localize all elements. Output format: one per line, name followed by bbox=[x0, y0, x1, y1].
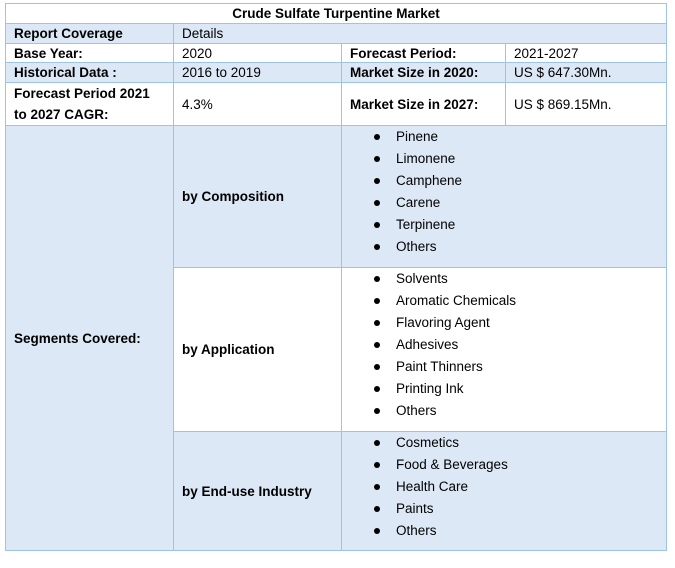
list-item: Cosmetics bbox=[370, 432, 658, 454]
bullet-icon bbox=[374, 244, 380, 250]
bullet-icon bbox=[374, 342, 380, 348]
list-item-text: Health Care bbox=[396, 479, 469, 494]
list-item-text: Paint Thinners bbox=[396, 359, 483, 374]
market-size-2027-value: US $ 869.15Mn. bbox=[504, 82, 668, 126]
list-item: Printing Ink bbox=[370, 378, 658, 400]
list-item: Paints bbox=[370, 498, 658, 520]
bullet-icon bbox=[374, 408, 380, 414]
list-item-text: Printing Ink bbox=[396, 381, 464, 396]
cagr-label-line1: Forecast Period 2021 bbox=[14, 86, 150, 101]
coverage-value: Details bbox=[172, 23, 668, 44]
list-item-text: Food & Beverages bbox=[396, 457, 508, 472]
list-item-text: Others bbox=[396, 403, 437, 418]
list-item-text: Cosmetics bbox=[396, 435, 460, 450]
cagr-value: 4.3% bbox=[173, 82, 342, 126]
bullet-icon bbox=[374, 440, 380, 446]
base-year-row: Base Year: 2020 Forecast Period: 2021-20… bbox=[5, 43, 668, 63]
list-item-text: Pinene bbox=[396, 129, 439, 144]
list-item-text: Adhesives bbox=[396, 337, 459, 352]
market-report-table-container: Crude Sulfate Turpentine Market Report C… bbox=[4, 3, 668, 551]
market-report-table: Crude Sulfate Turpentine Market Report C… bbox=[4, 3, 668, 551]
forecast-period-label: Forecast Period: bbox=[341, 43, 506, 63]
segments-label: Segments Covered: bbox=[5, 125, 174, 551]
market-size-2027-label: Market Size in 2027: bbox=[341, 82, 506, 126]
segment-items-list: Pinene Limonene Camphene Carene Terpinen… bbox=[370, 126, 658, 258]
list-item: Others bbox=[370, 236, 658, 258]
coverage-label: Report Coverage bbox=[5, 23, 174, 44]
list-item: Camphene bbox=[370, 170, 658, 192]
list-item: Carene bbox=[370, 192, 658, 214]
bullet-icon bbox=[374, 364, 380, 370]
market-size-2020-label: Market Size in 2020: bbox=[341, 62, 506, 83]
title-row: Crude Sulfate Turpentine Market bbox=[4, 3, 668, 24]
list-item-text: Solvents bbox=[396, 271, 448, 286]
list-item-text: Camphene bbox=[396, 173, 463, 188]
historical-value: 2016 to 2019 bbox=[173, 62, 342, 83]
bullet-icon bbox=[374, 134, 380, 140]
list-item: Terpinene bbox=[370, 214, 658, 236]
list-item: Solvents bbox=[370, 268, 658, 290]
bullet-icon bbox=[374, 386, 380, 392]
segment-group-name: by End-use Industry bbox=[173, 431, 342, 551]
bullet-icon bbox=[374, 276, 380, 282]
base-year-label: Base Year: bbox=[5, 43, 174, 63]
cagr-label-line2: to 2027 CAGR: bbox=[14, 107, 109, 122]
segment-group-name: by Application bbox=[173, 267, 342, 432]
bullet-icon bbox=[374, 484, 380, 490]
list-item: Food & Beverages bbox=[370, 454, 658, 476]
historical-row: Historical Data : 2016 to 2019 Market Si… bbox=[5, 62, 668, 83]
bullet-icon bbox=[374, 156, 380, 162]
bullet-icon bbox=[374, 462, 380, 468]
bullet-icon bbox=[374, 222, 380, 228]
list-item-text: Limonene bbox=[396, 151, 456, 166]
bullet-icon bbox=[374, 320, 380, 326]
list-item: Limonene bbox=[370, 148, 658, 170]
table-title: Crude Sulfate Turpentine Market bbox=[4, 3, 668, 24]
list-item-text: Paints bbox=[396, 501, 434, 516]
bullet-icon bbox=[374, 528, 380, 534]
list-item: Adhesives bbox=[370, 334, 658, 356]
list-item-text: Others bbox=[396, 239, 437, 254]
list-item: Health Care bbox=[370, 476, 658, 498]
bullet-icon bbox=[374, 200, 380, 206]
list-item-text: Terpinene bbox=[396, 217, 456, 232]
list-item: Paint Thinners bbox=[370, 356, 658, 378]
list-item-text: Carene bbox=[396, 195, 441, 210]
forecast-period-value: 2021-2027 bbox=[504, 43, 668, 63]
bullet-icon bbox=[374, 506, 380, 512]
segment-group-name: by Composition bbox=[173, 125, 342, 268]
segment-items-cell: Cosmetics Food & Beverages Health Care P… bbox=[340, 431, 668, 551]
cagr-label: Forecast Period 2021 to 2027 CAGR: bbox=[5, 82, 174, 126]
list-item: Flavoring Agent bbox=[370, 312, 658, 334]
segment-items-cell: Solvents Aromatic Chemicals Flavoring Ag… bbox=[340, 267, 668, 432]
segment-application-row: by Application Solvents Aromatic Chemica… bbox=[6, 267, 668, 432]
list-item: Others bbox=[370, 520, 658, 542]
coverage-row: Report Coverage Details bbox=[5, 23, 668, 44]
list-item: Others bbox=[370, 400, 658, 422]
list-item-text: Aromatic Chemicals bbox=[396, 293, 517, 308]
segment-composition-row: Segments Covered: by Composition Pinene … bbox=[5, 125, 668, 551]
list-item: Aromatic Chemicals bbox=[370, 290, 658, 312]
segment-items-cell: Pinene Limonene Camphene Carene Terpinen… bbox=[340, 125, 668, 268]
segment-end-use-row: by End-use Industry Cosmetics Food & Bev… bbox=[6, 431, 668, 551]
list-item-text: Others bbox=[396, 523, 437, 538]
cagr-row: Forecast Period 2021 to 2027 CAGR: 4.3% … bbox=[5, 82, 668, 126]
bullet-icon bbox=[374, 298, 380, 304]
segment-items-list: Solvents Aromatic Chemicals Flavoring Ag… bbox=[370, 268, 658, 422]
historical-label: Historical Data : bbox=[5, 62, 174, 83]
list-item: Pinene bbox=[370, 126, 658, 148]
base-year-value: 2020 bbox=[173, 43, 342, 63]
bullet-icon bbox=[374, 178, 380, 184]
list-item-text: Flavoring Agent bbox=[396, 315, 490, 330]
market-size-2020-value: US $ 647.30Mn. bbox=[504, 62, 668, 83]
segment-items-list: Cosmetics Food & Beverages Health Care P… bbox=[370, 432, 658, 542]
